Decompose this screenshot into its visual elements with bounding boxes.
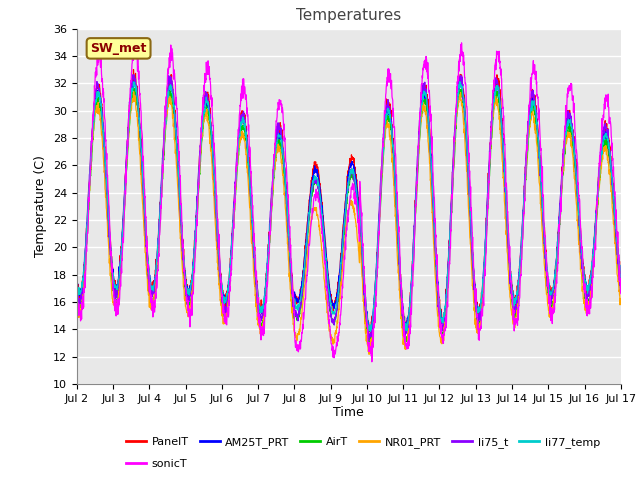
- NR01_PRT: [508, 307, 515, 313]
- li77_temp: [225, 280, 232, 286]
- sonicT: [458, 40, 465, 46]
- AM25T_PRT: [225, 283, 232, 288]
- sonicT: [365, 344, 372, 349]
- AM25T_PRT: [377, 189, 385, 194]
- AirT: [367, 343, 374, 348]
- NR01_PRT: [225, 287, 232, 292]
- AirT: [130, 85, 138, 91]
- li77_temp: [508, 274, 515, 279]
- X-axis label: Time: Time: [333, 407, 364, 420]
- NR01_PRT: [365, 351, 373, 357]
- NR01_PRT: [570, 156, 577, 161]
- AM25T_PRT: [365, 322, 372, 327]
- sonicT: [584, 305, 592, 311]
- li75_t: [617, 282, 625, 288]
- Line: NR01_PRT: NR01_PRT: [77, 92, 621, 354]
- AirT: [377, 199, 385, 205]
- Legend: sonicT: sonicT: [126, 459, 187, 469]
- PanelT: [365, 320, 372, 325]
- AirT: [570, 145, 577, 151]
- NR01_PRT: [377, 186, 385, 192]
- AirT: [365, 335, 372, 341]
- li77_temp: [584, 282, 592, 288]
- sonicT: [570, 93, 577, 99]
- li75_t: [365, 337, 373, 343]
- li77_temp: [456, 79, 463, 84]
- AirT: [225, 291, 232, 297]
- PanelT: [617, 275, 625, 281]
- li77_temp: [570, 136, 577, 142]
- AirT: [584, 300, 592, 306]
- li75_t: [129, 72, 137, 78]
- sonicT: [617, 291, 625, 297]
- AirT: [617, 289, 625, 295]
- Text: SW_met: SW_met: [90, 42, 147, 55]
- Title: Temperatures: Temperatures: [296, 9, 401, 24]
- AM25T_PRT: [131, 79, 138, 84]
- sonicT: [368, 359, 376, 365]
- AM25T_PRT: [73, 279, 81, 285]
- PanelT: [130, 67, 138, 72]
- PanelT: [367, 331, 374, 336]
- li77_temp: [365, 325, 372, 331]
- PanelT: [584, 284, 592, 290]
- li77_temp: [367, 328, 374, 334]
- AM25T_PRT: [570, 134, 577, 140]
- PanelT: [73, 273, 81, 278]
- li75_t: [584, 291, 592, 297]
- li77_temp: [73, 279, 81, 285]
- Line: AM25T_PRT: AM25T_PRT: [77, 82, 621, 331]
- Line: PanelT: PanelT: [77, 70, 621, 334]
- NR01_PRT: [130, 89, 138, 95]
- sonicT: [73, 279, 81, 285]
- NR01_PRT: [617, 298, 625, 304]
- PanelT: [570, 133, 577, 139]
- AM25T_PRT: [584, 286, 592, 291]
- li75_t: [508, 291, 515, 297]
- Line: li75_t: li75_t: [77, 75, 621, 340]
- sonicT: [376, 196, 384, 202]
- Line: sonicT: sonicT: [77, 43, 621, 362]
- AM25T_PRT: [508, 273, 515, 279]
- li77_temp: [376, 195, 384, 201]
- AirT: [73, 288, 81, 294]
- Line: AirT: AirT: [77, 88, 621, 346]
- Y-axis label: Temperature (C): Temperature (C): [35, 156, 47, 257]
- NR01_PRT: [73, 304, 81, 310]
- AM25T_PRT: [365, 328, 373, 334]
- sonicT: [508, 278, 515, 284]
- PanelT: [225, 280, 232, 286]
- Line: li77_temp: li77_temp: [77, 82, 621, 331]
- li75_t: [365, 330, 372, 336]
- sonicT: [225, 314, 232, 320]
- li75_t: [570, 134, 577, 140]
- NR01_PRT: [584, 308, 592, 314]
- AM25T_PRT: [617, 276, 625, 282]
- NR01_PRT: [365, 347, 372, 352]
- li75_t: [377, 178, 385, 183]
- li77_temp: [617, 275, 625, 281]
- li75_t: [225, 285, 232, 291]
- li75_t: [73, 286, 81, 292]
- PanelT: [377, 177, 385, 182]
- AirT: [508, 289, 515, 295]
- PanelT: [508, 278, 515, 284]
